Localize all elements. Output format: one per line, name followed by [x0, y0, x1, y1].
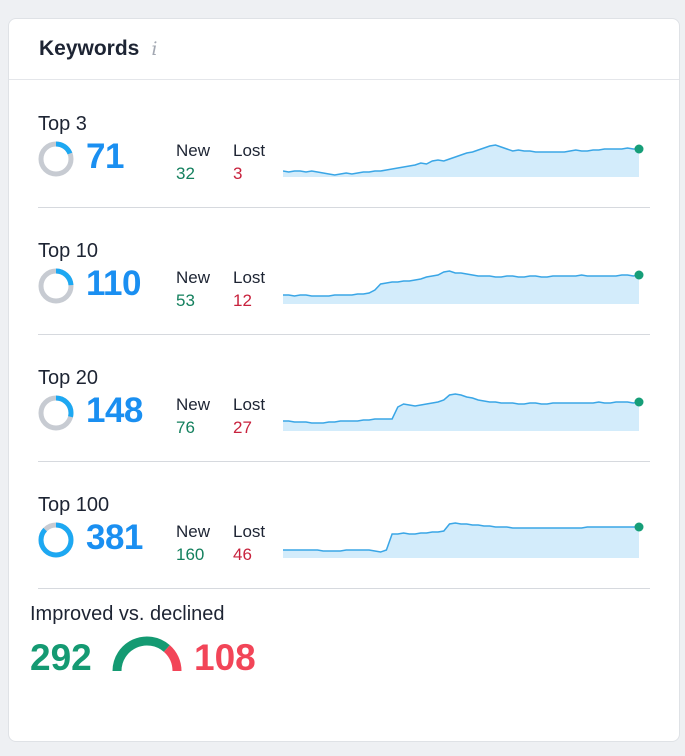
lost-count[interactable]: 12 [233, 291, 252, 310]
new-label: New [176, 268, 211, 287]
new-label: New [176, 522, 211, 541]
lost-label: Lost [233, 141, 266, 160]
trend-sparkline[interactable] [283, 130, 649, 190]
position-range-label: Top 10 [38, 240, 99, 262]
position-range-label: Top 3 [38, 113, 87, 135]
lost-label: Lost [233, 395, 266, 414]
lost-count[interactable]: 46 [233, 545, 252, 564]
improved-count: 292 [30, 637, 92, 678]
sparkline-end-dot [634, 270, 644, 280]
share-donut-icon [38, 395, 74, 431]
share-donut-icon [38, 522, 74, 558]
trend-sparkline[interactable] [283, 257, 649, 317]
new-count[interactable]: 53 [176, 291, 195, 310]
gauge-declined-arc [163, 645, 182, 672]
keyword-count[interactable]: 381 [86, 518, 143, 557]
new-count[interactable]: 32 [176, 164, 195, 183]
declined-count: 108 [194, 637, 256, 678]
donut-fill [38, 395, 74, 431]
new-count[interactable]: 76 [176, 418, 195, 437]
share-donut-icon [38, 141, 74, 177]
lost-label: Lost [233, 522, 266, 541]
info-icon[interactable]: i [151, 38, 158, 60]
new-label: New [176, 395, 211, 414]
keyword-position-row[interactable]: Top 10 110 New Lost 53 12 [38, 207, 650, 335]
lost-count[interactable]: 3 [233, 164, 243, 183]
sparkline-area [283, 523, 639, 558]
lost-count[interactable]: 27 [233, 418, 252, 437]
widget-title: Keywords [39, 37, 140, 60]
position-range-label: Top 20 [38, 367, 99, 389]
share-donut-icon [38, 268, 74, 304]
trend-sparkline[interactable] [283, 511, 649, 571]
trend-sparkline[interactable] [283, 384, 649, 444]
lost-label: Lost [233, 268, 266, 287]
keyword-position-row[interactable]: Top 100 381 New Lost 160 46 [38, 461, 650, 589]
widget-header: Keywords i [9, 19, 679, 80]
donut-fill [38, 522, 74, 558]
sparkline-end-dot [634, 522, 644, 532]
keyword-count[interactable]: 110 [86, 264, 141, 303]
keywords-widget: Keywords i [8, 18, 680, 742]
improved-declined-label: Improved vs. declined [30, 603, 225, 625]
sparkline-line [283, 522, 639, 553]
keyword-count[interactable]: 148 [86, 391, 143, 430]
new-label: New [176, 141, 211, 160]
sparkline-end-dot [634, 397, 644, 407]
donut-fill [38, 268, 74, 304]
donut-fill [38, 141, 74, 177]
sparkline-area [283, 394, 639, 431]
sparkline-end-dot [634, 144, 644, 154]
sparkline-line [283, 270, 640, 297]
new-count[interactable]: 160 [176, 545, 205, 564]
sparkline-line [283, 144, 639, 176]
position-range-label: Top 100 [38, 494, 110, 516]
keyword-position-row[interactable]: Top 20 148 New Lost 76 27 [38, 334, 650, 462]
improved-declined-gauge-icon [112, 636, 182, 672]
keyword-count[interactable]: 71 [86, 137, 124, 176]
sparkline-line [283, 393, 640, 424]
gauge-improved-arc [112, 636, 170, 672]
sparkline-area [283, 145, 639, 177]
sparkline-area [283, 271, 639, 304]
keyword-position-row[interactable]: Top 3 71 New Lost 32 3 [38, 80, 650, 208]
